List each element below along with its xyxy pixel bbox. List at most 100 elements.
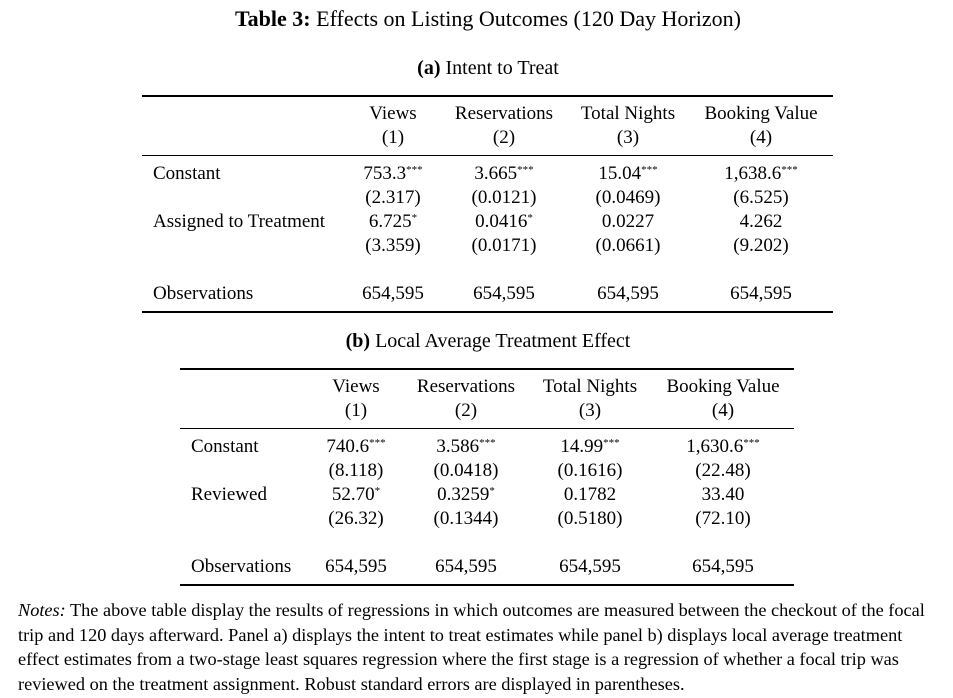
notes-label: Notes: (18, 600, 66, 620)
observations-value: 654,595 (435, 556, 497, 577)
panel-b-col-views: Views (332, 376, 380, 397)
panel-b-bottom-rule (180, 584, 794, 586)
observations-value: 654,595 (730, 283, 792, 304)
panel-b-col-num: (2) (454, 400, 478, 421)
coef-value: 15.04 (598, 163, 642, 184)
panel-a-col-reservations: Reservations (454, 103, 554, 124)
panel-b-col-num: (3) (578, 400, 602, 421)
significance-stars: *** (743, 437, 760, 449)
panel-b-mid-rule (180, 428, 794, 429)
panel-a-col-views: Views (369, 103, 417, 124)
coef-value: 740.6 (326, 436, 370, 457)
se-value: (0.0418) (433, 460, 499, 481)
panel-b-col-total-nights: Total Nights (542, 376, 638, 397)
coef-cell: 753.3*** (363, 163, 422, 185)
coef-cell: 6.725* (369, 211, 417, 233)
panel-a-col-num: (2) (492, 127, 516, 148)
se-value: (0.0171) (471, 235, 537, 256)
coef-cell: 0.0416* (475, 211, 533, 233)
coef-value: 0.1782 (563, 484, 617, 505)
coef-value: 1,638.6 (724, 163, 782, 184)
panel-a-mid-rule (142, 155, 833, 156)
observations-value: 654,595 (473, 283, 535, 304)
coef-value: 3.665 (474, 163, 518, 184)
panel-b-col-booking-value: Booking Value (666, 376, 780, 397)
table-caption-label: Table 3: (235, 6, 311, 31)
coef-cell: 3.665*** (474, 163, 533, 185)
se-value: (0.1344) (433, 508, 499, 529)
se-value: (0.0121) (471, 187, 537, 208)
panel-a-label: (a) (417, 57, 441, 79)
observations-value: 654,595 (692, 556, 754, 577)
panel-a-title-text: Intent to Treat (445, 57, 559, 79)
significance-stars: * (374, 485, 381, 497)
significance-stars: *** (406, 164, 423, 176)
panel-b-col-num: (1) (344, 400, 368, 421)
coef-cell: 0.0227 (602, 211, 654, 233)
panel-a-col-booking-value: Booking Value (704, 103, 818, 124)
panel-a-col-total-nights: Total Nights (580, 103, 676, 124)
coef-cell: 52.70* (332, 484, 380, 506)
coef-value: 0.0416 (475, 211, 528, 232)
coef-value: 0.3259 (437, 484, 490, 505)
coef-cell: 33.40 (702, 484, 745, 506)
se-value: (2.317) (365, 187, 421, 208)
significance-stars: *** (369, 437, 386, 449)
coef-value: 0.0227 (601, 211, 655, 232)
row-label: Observations (153, 283, 254, 304)
table-caption-text: Effects on Listing Outcomes (120 Day Hor… (316, 6, 741, 31)
se-value: (6.525) (733, 187, 789, 208)
coef-value: 4.262 (739, 211, 783, 232)
coef-cell: 15.04*** (598, 163, 657, 185)
table-notes: Notes: The above table display the resul… (18, 598, 943, 696)
coef-value: 1,630.6 (686, 436, 744, 457)
panel-a-col-num: (1) (381, 127, 405, 148)
panel-a-col-num: (4) (749, 127, 773, 148)
significance-stars: *** (781, 164, 798, 176)
se-value: (72.10) (695, 508, 751, 529)
panel-b-label: (b) (345, 330, 371, 352)
observations-value: 654,595 (597, 283, 659, 304)
significance-stars: * (527, 212, 533, 224)
row-label: Constant (153, 163, 221, 184)
significance-stars: *** (479, 437, 496, 449)
significance-stars: * (489, 485, 495, 497)
se-value: (26.32) (328, 508, 384, 529)
panel-a-col-num: (3) (616, 127, 640, 148)
coef-value: 52.70 (331, 484, 375, 505)
se-value: (0.5180) (557, 508, 623, 529)
panel-b-title-text: Local Average Treatment Effect (375, 330, 631, 352)
row-label: Assigned to Treatment (153, 211, 326, 232)
row-label: Observations (191, 556, 292, 577)
observations-value: 654,595 (325, 556, 387, 577)
row-label: Constant (191, 436, 259, 457)
coef-cell: 4.262 (740, 211, 783, 233)
observations-value: 654,595 (362, 283, 424, 304)
coef-cell: 1,638.6*** (724, 163, 798, 185)
se-value: (9.202) (733, 235, 789, 256)
panel-a-top-rule (142, 95, 833, 97)
significance-stars: *** (603, 437, 620, 449)
coef-value: 33.40 (701, 484, 745, 505)
coef-cell: 1,630.6*** (686, 436, 760, 458)
coef-cell: 0.1782 (564, 484, 616, 506)
notes-text: The above table display the results of r… (18, 600, 925, 694)
significance-stars: * (411, 212, 418, 224)
coef-value: 3.586 (436, 436, 480, 457)
table-caption: Table 3: Effects on Listing Outcomes (12… (235, 6, 741, 32)
panel-b-title: (b) Local Average Treatment Effect (346, 330, 631, 353)
coef-cell: 3.586*** (436, 436, 495, 458)
panel-b-top-rule (180, 368, 794, 370)
panel-a-bottom-rule (142, 311, 833, 313)
se-value: (3.359) (365, 235, 421, 256)
se-value: (0.0469) (595, 187, 661, 208)
row-label: Reviewed (191, 484, 267, 505)
se-value: (0.1616) (557, 460, 623, 481)
observations-value: 654,595 (559, 556, 621, 577)
coef-value: 14.99 (560, 436, 604, 457)
significance-stars: *** (641, 164, 658, 176)
coef-value: 753.3 (363, 163, 407, 184)
panel-a-title: (a) Intent to Treat (417, 57, 559, 80)
se-value: (22.48) (695, 460, 751, 481)
panel-b-col-reservations: Reservations (416, 376, 516, 397)
